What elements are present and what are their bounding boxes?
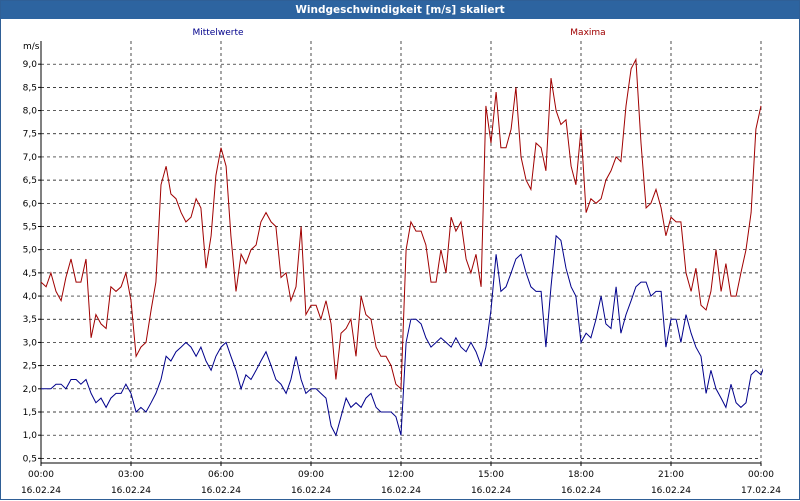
y-tick-label: 6,5 [23, 176, 37, 186]
x-tick-time-label: 21:00 [658, 470, 684, 480]
y-tick-label: 7,0 [23, 153, 38, 163]
x-tick-time-label: 18:00 [568, 470, 594, 480]
x-tick-date-label: 17.02.24 [741, 486, 781, 496]
y-axis-label: m/s [23, 42, 40, 52]
series-line-mittelwerte [41, 234, 763, 437]
y-tick-label: 1,0 [23, 431, 38, 441]
y-tick-label: 6,0 [23, 199, 38, 209]
x-tick-time-label: 03:00 [118, 470, 144, 480]
x-tick-date-label: 16.02.24 [651, 486, 691, 496]
y-tick-label: 3,5 [23, 315, 37, 325]
x-tick-time-label: 00:00 [748, 470, 774, 480]
x-tick-date-label: 16.02.24 [291, 486, 331, 496]
y-tick-label: 2,5 [23, 362, 37, 372]
x-tick-time-label: 12:00 [388, 470, 414, 480]
y-tick-label: 4,0 [23, 292, 38, 302]
y-tick-label: 8,5 [23, 83, 37, 93]
x-tick-date-label: 16.02.24 [21, 486, 61, 496]
x-tick-time-label: 06:00 [208, 470, 234, 480]
x-tick-date-label: 16.02.24 [381, 486, 421, 496]
y-tick-label: 2,0 [23, 385, 38, 395]
y-tick-label: 0,5 [23, 454, 37, 464]
y-tick-label: 4,5 [23, 269, 37, 279]
legend-label-mittelwerte: Mittelwerte [192, 28, 243, 38]
y-tick-label: 8,0 [23, 107, 38, 117]
legend-label-maxima: Maxima [570, 28, 605, 38]
x-tick-date-label: 16.02.24 [111, 486, 151, 496]
x-tick-date-label: 16.02.24 [201, 486, 241, 496]
x-tick-time-label: 15:00 [478, 470, 504, 480]
y-tick-label: 3,0 [23, 338, 38, 348]
y-tick-label: 1,5 [23, 408, 37, 418]
x-tick-time-label: 09:00 [298, 470, 324, 480]
y-tick-label: 7,5 [23, 130, 37, 140]
y-tick-label: 5,0 [23, 246, 38, 256]
x-tick-date-label: 16.02.24 [561, 486, 601, 496]
x-tick-date-label: 16.02.24 [471, 486, 511, 496]
window-title: Windgeschwindigkeit [m/s] skaliert [1, 1, 799, 19]
y-tick-label: 9,0 [23, 60, 38, 70]
y-tick-label: 5,5 [23, 222, 37, 232]
x-tick-time-label: 00:00 [28, 470, 54, 480]
series-line-maxima [41, 57, 762, 390]
